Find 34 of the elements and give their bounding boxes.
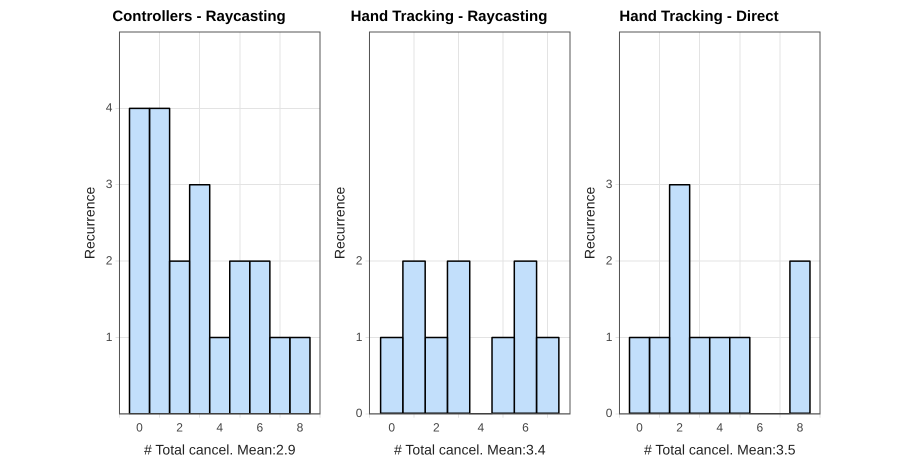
y-axis-title: Recurrence <box>331 186 348 260</box>
y-tick-label: 3 <box>106 177 113 192</box>
y-tick-label: 2 <box>106 253 113 268</box>
x-tick-label: 4 <box>716 420 724 434</box>
y-tick-label: 2 <box>606 253 613 268</box>
y-tick-label: 0 <box>356 406 363 420</box>
y-tick-label: 1 <box>606 330 613 344</box>
chart-title: Controllers - Raycasting <box>112 8 286 26</box>
x-tick-label: 6 <box>756 420 764 434</box>
x-tick-label: 8 <box>796 420 804 434</box>
x-tick-label: 0 <box>136 420 144 434</box>
x-tick-label: 8 <box>296 420 304 434</box>
x-tick-label: 4 <box>478 420 485 434</box>
y-tick-label: 0 <box>606 406 613 420</box>
x-tick-label: 2 <box>676 420 684 434</box>
x-axis-title: # Total cancel. Mean:3.5 <box>644 441 796 458</box>
x-tick-label: 6 <box>522 420 530 434</box>
y-tick-label: 3 <box>606 177 613 192</box>
y-tick-label: 1 <box>106 330 113 344</box>
y-axis-title: Recurrence <box>581 186 598 260</box>
x-tick-label: 2 <box>432 420 440 434</box>
x-axis-title: # Total cancel. Mean:2.9 <box>144 441 296 458</box>
x-tick-label: 0 <box>636 420 644 434</box>
x-tick-label: 0 <box>388 420 396 434</box>
x-axis-title: # Total cancel. Mean:3.4 <box>394 441 546 458</box>
y-axis-title: Recurrence <box>81 186 98 260</box>
chart-title: Hand Tracking - Direct <box>619 8 779 26</box>
y-tick-label: 1 <box>356 330 363 344</box>
chart-title: Hand Tracking - Raycasting <box>350 8 548 26</box>
y-tick-label: 4 <box>106 100 113 115</box>
y-tick-label: 2 <box>356 253 363 268</box>
x-tick-label: 4 <box>216 420 224 434</box>
x-tick-label: 6 <box>256 420 264 434</box>
x-tick-label: 2 <box>176 420 184 434</box>
